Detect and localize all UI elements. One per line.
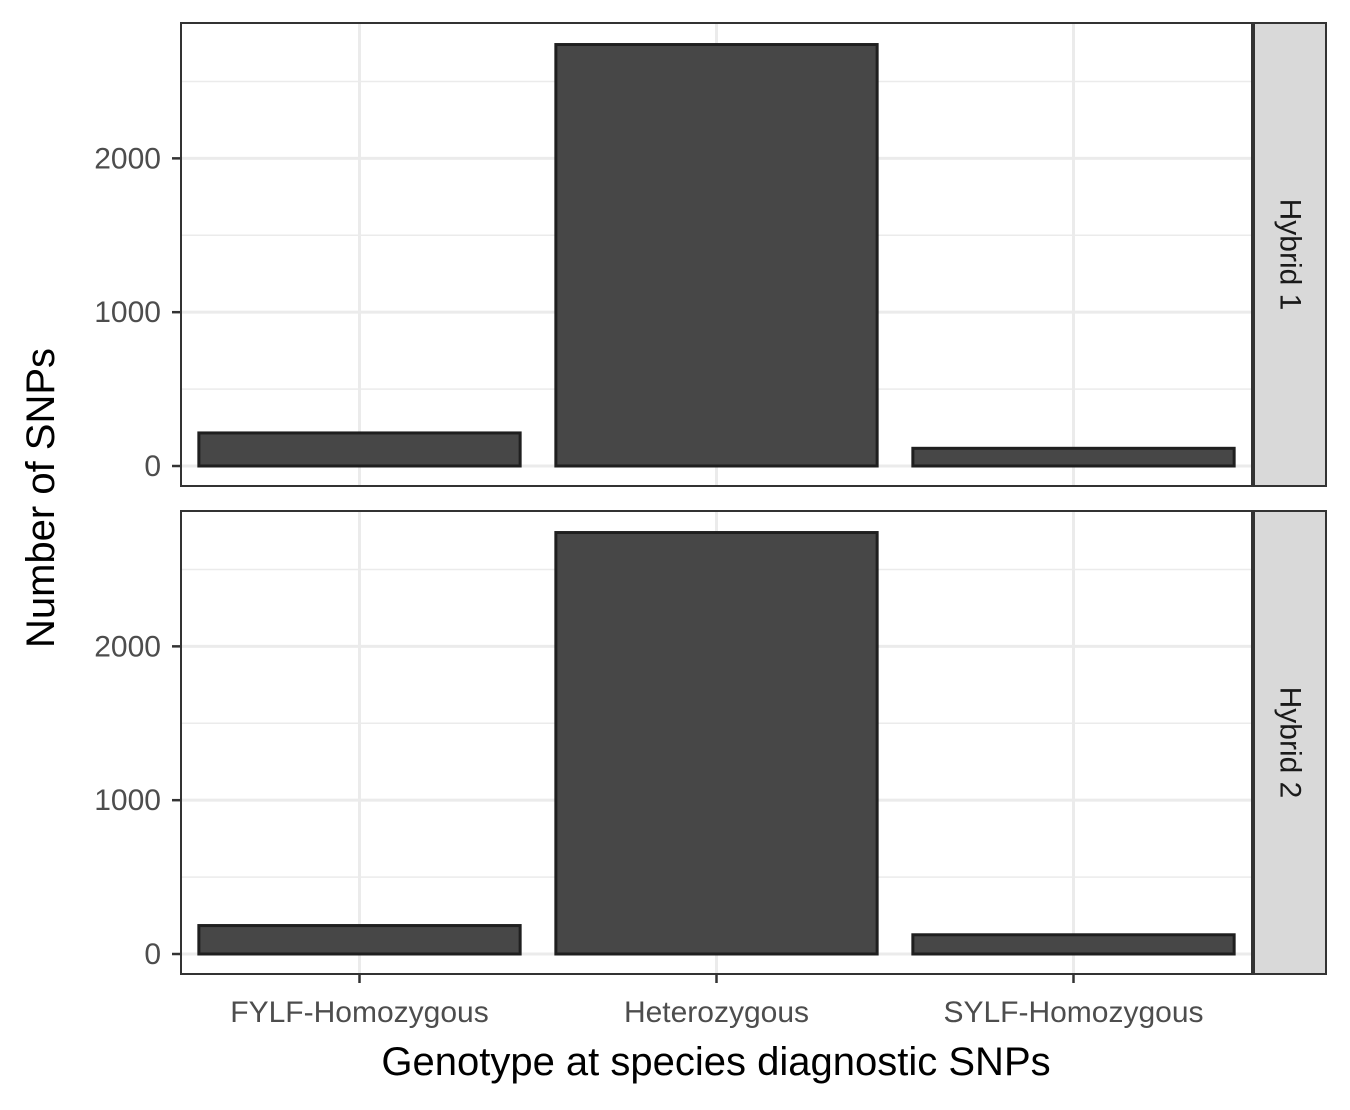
x-axis: FYLF-Homozygous Heterozygous SYLF-Homozygo… [230,974,1204,1029]
bar [911,446,1236,468]
facet-strip [1253,510,1327,975]
x-tick-label: FYLF-Homozygous [230,996,488,1029]
facet-strip-label: Hybrid 2 [1274,687,1307,799]
y-tick-label: 2000 [94,142,161,175]
facet-strip-label: Hybrid 1 [1274,199,1307,311]
bar [197,924,522,956]
chart-panels: 0 1000 2000 Hybrid 1 0 1000 2000 Hybrid 2 [94,22,1327,975]
x-tick-label: Heterozygous [624,996,809,1029]
facet-panel: 0 1000 2000 Hybrid 2 [94,510,1327,975]
x-tick-label: SYLF-Homozygous [943,996,1203,1029]
y-axis-title: Number of SNPs [19,348,63,648]
bar [911,933,1236,956]
y-tick-label: 2000 [94,630,161,663]
facet-strip [1253,22,1327,487]
x-axis-title: Genotype at species diagnostic SNPs [381,1040,1050,1084]
y-tick-label: 1000 [94,784,161,817]
bar [554,43,879,468]
facet-panel: 0 1000 2000 Hybrid 1 [94,22,1327,487]
bar [197,431,522,468]
bar [554,531,879,956]
panel-border [180,22,1253,487]
y-tick-label: 0 [144,938,161,971]
y-tick-label: 1000 [94,296,161,329]
y-tick-label: 0 [144,450,161,483]
